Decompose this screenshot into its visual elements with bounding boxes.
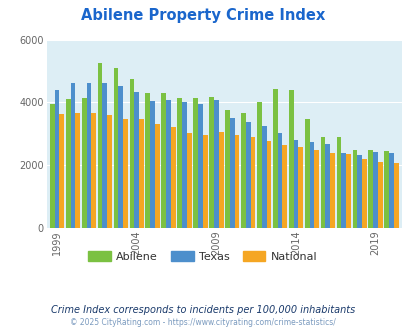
Bar [320,137,325,228]
Legend: Abilene, Texas, National: Abilene, Texas, National [84,247,321,267]
Bar [50,104,55,228]
Bar [277,133,282,228]
Bar [377,162,382,228]
Bar [145,93,150,228]
Bar [75,113,80,228]
Bar [59,114,64,228]
Bar [86,83,91,228]
Bar [102,83,107,228]
Bar [393,163,398,228]
Bar [182,102,186,228]
Bar [293,140,298,228]
Bar [186,133,191,228]
Bar [171,127,175,228]
Bar [134,92,139,228]
Bar [129,79,134,228]
Bar [325,144,329,228]
Bar [288,90,293,228]
Bar [234,135,239,228]
Bar [155,124,160,228]
Bar [107,115,112,228]
Bar [66,99,70,228]
Text: © 2025 CityRating.com - https://www.cityrating.com/crime-statistics/: © 2025 CityRating.com - https://www.city… [70,318,335,327]
Bar [356,155,361,228]
Bar [266,141,271,228]
Bar [81,98,86,228]
Bar [368,149,372,228]
Bar [70,83,75,228]
Bar [272,88,277,228]
Bar [123,118,128,228]
Bar [388,153,393,228]
Bar [384,151,388,228]
Bar [55,90,59,228]
Bar [98,63,102,228]
Bar [224,110,229,228]
Bar [261,126,266,228]
Bar [91,113,96,228]
Bar [352,150,356,228]
Bar [229,118,234,228]
Bar [218,132,223,228]
Bar [213,100,218,228]
Bar [193,98,198,228]
Bar [241,113,245,228]
Bar [150,101,155,228]
Bar [256,102,261,228]
Text: Crime Index corresponds to incidents per 100,000 inhabitants: Crime Index corresponds to incidents per… [51,305,354,315]
Bar [304,118,309,228]
Bar [313,149,318,228]
Text: Abilene Property Crime Index: Abilene Property Crime Index [81,8,324,23]
Bar [198,104,202,228]
Bar [298,148,303,228]
Bar [282,145,286,228]
Bar [345,154,350,228]
Bar [250,137,255,228]
Bar [139,119,143,228]
Bar [361,159,366,228]
Bar [372,152,377,228]
Bar [161,93,166,228]
Bar [329,153,334,228]
Bar [177,98,182,228]
Bar [166,100,171,228]
Bar [245,122,250,228]
Bar [336,137,341,228]
Bar [113,68,118,228]
Bar [118,86,123,228]
Bar [209,97,213,228]
Bar [202,135,207,228]
Bar [309,143,313,228]
Bar [341,153,345,228]
